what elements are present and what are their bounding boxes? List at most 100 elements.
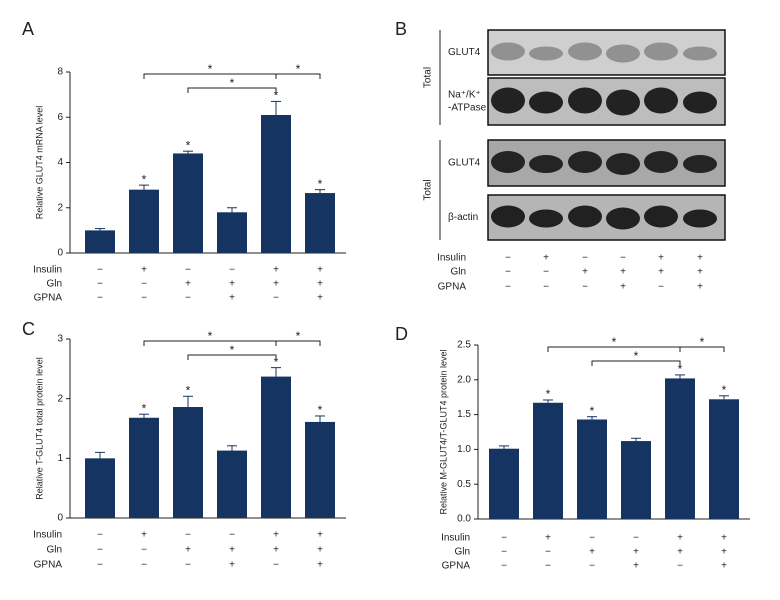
condition-sign: +: [317, 293, 323, 304]
condition-name: Gln: [450, 267, 466, 278]
comparison-bracket: [187, 354, 277, 360]
bar: [709, 399, 739, 519]
comparison-label: *: [296, 62, 301, 76]
panel-label: D: [395, 324, 408, 344]
condition-sign: −: [543, 282, 549, 293]
y-axis-label: Relative M-GLUT4/T-GLUT4 protein level: [438, 349, 448, 514]
condition-sign: +: [721, 547, 727, 558]
bar: [261, 114, 291, 253]
significance-marker: *: [142, 401, 147, 415]
condition-sign: +: [185, 545, 191, 556]
condition-name: GPNA: [438, 282, 467, 293]
y-tick-label: 6: [57, 112, 63, 123]
bar: [85, 230, 115, 253]
condition-sign: +: [141, 530, 147, 541]
condition-sign: −: [97, 545, 103, 556]
comparison-label: *: [700, 335, 705, 349]
condition-name: Gln: [46, 545, 62, 556]
blot-band: [644, 151, 678, 173]
blot-row-label: β-actin: [448, 212, 478, 223]
y-tick-label: 0.5: [457, 479, 471, 490]
blot-band: [606, 44, 640, 63]
significance-marker: *: [678, 362, 683, 376]
blot-band: [606, 89, 640, 116]
condition-sign: −: [97, 293, 103, 304]
blot-band: [606, 153, 640, 175]
condition-sign: −: [589, 533, 595, 544]
condition-sign: −: [141, 279, 147, 290]
y-tick-label: 2.0: [457, 374, 471, 385]
condition-sign: +: [721, 533, 727, 544]
condition-sign: +: [273, 530, 279, 541]
condition-sign: +: [633, 547, 639, 558]
condition-sign: −: [545, 561, 551, 572]
condition-sign: +: [317, 560, 323, 571]
condition-sign: +: [697, 267, 703, 278]
blot-band: [529, 46, 563, 61]
condition-sign: −: [501, 561, 507, 572]
panel-label: B: [395, 19, 407, 39]
bar: [489, 448, 519, 519]
condition-name: Gln: [46, 279, 62, 290]
condition-sign: +: [589, 547, 595, 558]
y-tick-label: 2.5: [457, 340, 471, 351]
condition-sign: −: [97, 265, 103, 276]
y-tick-label: 0: [57, 248, 63, 259]
condition-name: Insulin: [33, 530, 62, 541]
y-tick-label: 4: [57, 157, 63, 168]
bar: [217, 212, 247, 253]
condition-name: GPNA: [442, 561, 471, 572]
condition-sign: −: [185, 293, 191, 304]
condition-sign: −: [658, 282, 664, 293]
significance-marker: *: [274, 89, 279, 103]
condition-sign: +: [141, 265, 147, 276]
condition-sign: +: [721, 561, 727, 572]
condition-sign: −: [505, 267, 511, 278]
condition-sign: +: [658, 267, 664, 278]
blot-band: [644, 42, 678, 61]
bar: [85, 458, 115, 518]
condition-name: GPNA: [34, 560, 63, 571]
blot-band: [491, 42, 525, 61]
condition-sign: −: [273, 293, 279, 304]
panel-label: A: [22, 19, 34, 39]
blot-band: [683, 91, 717, 114]
condition-sign: +: [229, 293, 235, 304]
condition-sign: +: [317, 265, 323, 276]
condition-sign: −: [543, 267, 549, 278]
condition-sign: −: [505, 253, 511, 264]
condition-sign: −: [141, 560, 147, 571]
blot-band: [683, 155, 717, 173]
bar: [305, 193, 335, 253]
y-tick-label: 1.0: [457, 444, 471, 455]
group-label: Total: [423, 67, 434, 88]
bar: [129, 189, 159, 253]
y-axis-label: Relative GLUT4 mRNA level: [34, 106, 44, 220]
condition-sign: +: [229, 545, 235, 556]
comparison-label: *: [296, 329, 301, 343]
condition-sign: +: [229, 279, 235, 290]
condition-sign: −: [633, 533, 639, 544]
condition-sign: −: [273, 560, 279, 571]
panel-label: C: [22, 319, 35, 339]
condition-sign: −: [97, 279, 103, 290]
comparison-label: *: [634, 349, 639, 363]
y-tick-label: 0.0: [457, 514, 471, 525]
condition-sign: +: [697, 282, 703, 293]
comparison-label: *: [612, 335, 617, 349]
condition-sign: −: [620, 253, 626, 264]
bar: [129, 417, 159, 518]
blot-band: [568, 205, 602, 228]
condition-sign: +: [697, 253, 703, 264]
bar: [217, 450, 247, 518]
blot-band: [529, 209, 563, 228]
condition-sign: +: [658, 253, 664, 264]
bar: [173, 153, 203, 253]
condition-sign: −: [501, 533, 507, 544]
condition-sign: +: [620, 267, 626, 278]
blot-band: [491, 151, 525, 173]
blot-band: [683, 209, 717, 228]
condition-sign: +: [543, 253, 549, 264]
condition-sign: −: [582, 253, 588, 264]
condition-sign: −: [185, 265, 191, 276]
